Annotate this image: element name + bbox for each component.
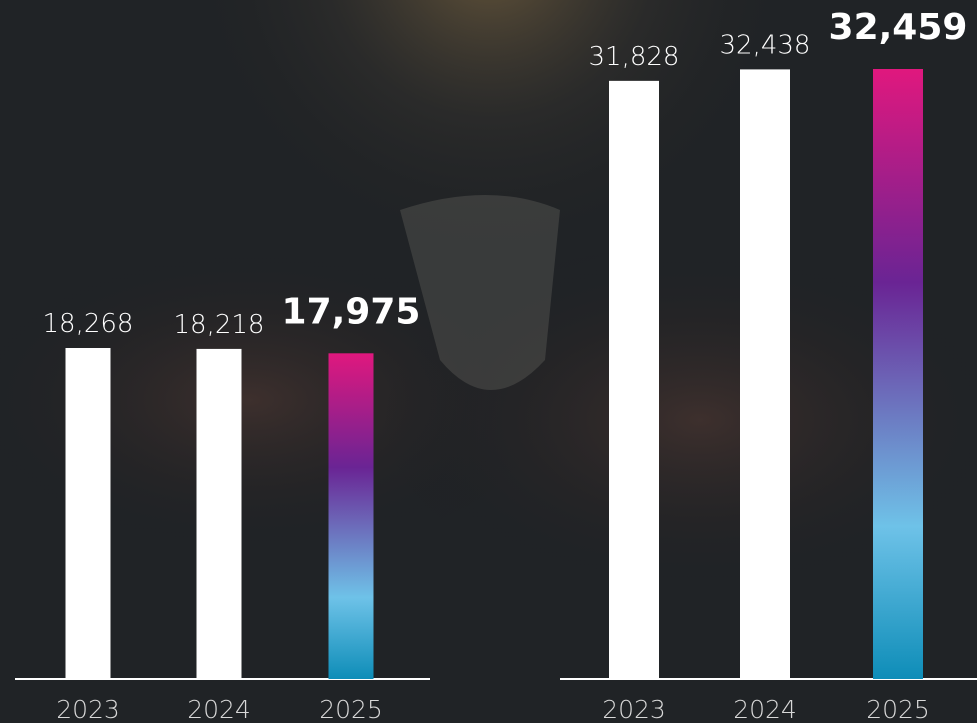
x-tick-label: 2023 bbox=[602, 695, 666, 723]
value-label: 18,218 bbox=[174, 310, 265, 340]
value-label: 32,438 bbox=[720, 30, 811, 60]
x-tick-label: 2024 bbox=[187, 695, 251, 723]
x-tick-label: 2023 bbox=[56, 695, 120, 723]
bar bbox=[196, 348, 242, 679]
bar bbox=[65, 348, 111, 679]
value-label: 17,975 bbox=[282, 291, 421, 332]
bar bbox=[740, 69, 790, 679]
value-label: 31,828 bbox=[589, 42, 680, 72]
bar bbox=[873, 69, 923, 679]
x-tick-label: 2025 bbox=[319, 695, 383, 723]
bar bbox=[328, 353, 374, 679]
bulb-base bbox=[400, 195, 560, 390]
bar bbox=[609, 80, 659, 680]
x-tick-label: 2025 bbox=[866, 695, 930, 723]
hand-shadow bbox=[380, 240, 977, 600]
x-tick-label: 2024 bbox=[733, 695, 797, 723]
value-label: 32,459 bbox=[829, 7, 968, 48]
value-label: 18,268 bbox=[43, 309, 134, 339]
